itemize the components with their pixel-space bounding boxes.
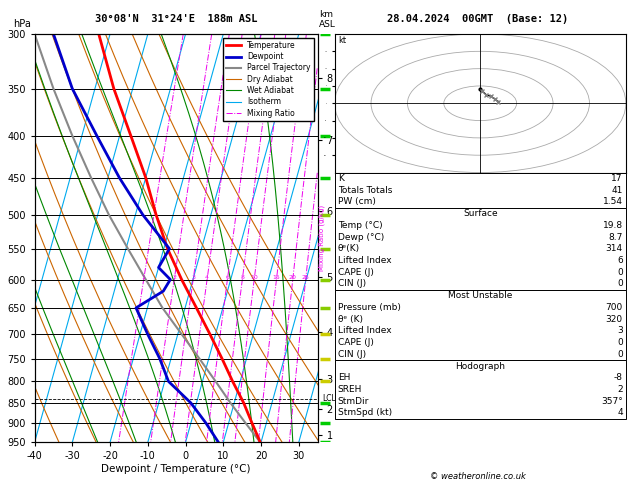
Text: 41: 41 [611,186,623,194]
Text: Temp (°C): Temp (°C) [338,221,382,230]
Text: 1: 1 [142,275,146,279]
Text: 2: 2 [617,385,623,394]
Text: CAPE (J): CAPE (J) [338,268,374,277]
Text: LCL: LCL [322,394,335,403]
Text: 15: 15 [272,275,281,279]
Text: -8: -8 [614,373,623,382]
Text: 19.8: 19.8 [603,221,623,230]
Text: Hodograph: Hodograph [455,362,505,370]
Text: 20: 20 [289,275,297,279]
Text: SREH: SREH [338,385,362,394]
Text: 4: 4 [205,275,209,279]
Text: Pressure (mb): Pressure (mb) [338,303,401,312]
Text: 8: 8 [240,275,244,279]
Text: 357°: 357° [601,397,623,406]
Text: Lifted Index: Lifted Index [338,256,391,265]
Text: CAPE (J): CAPE (J) [338,338,374,347]
Text: 10: 10 [250,275,258,279]
Text: 320: 320 [606,314,623,324]
Text: 314: 314 [606,244,623,253]
Text: 6: 6 [617,256,623,265]
Text: Most Unstable: Most Unstable [448,291,513,300]
Text: 4: 4 [617,408,623,417]
Legend: Temperature, Dewpoint, Parcel Trajectory, Dry Adiabat, Wet Adiabat, Isotherm, Mi: Temperature, Dewpoint, Parcel Trajectory… [223,38,314,121]
Text: 0: 0 [617,350,623,359]
Text: 3: 3 [191,275,195,279]
Text: 0: 0 [617,338,623,347]
Text: 0: 0 [617,268,623,277]
Text: © weatheronline.co.uk: © weatheronline.co.uk [430,472,526,481]
Text: EH: EH [338,373,350,382]
Text: 2: 2 [172,275,176,279]
Text: 25: 25 [302,275,309,279]
Text: kt: kt [338,36,347,45]
X-axis label: Dewpoint / Temperature (°C): Dewpoint / Temperature (°C) [101,464,251,474]
Text: PW (cm): PW (cm) [338,197,376,207]
Text: 1.54: 1.54 [603,197,623,207]
Text: 6: 6 [225,275,230,279]
Text: Lifted Index: Lifted Index [338,327,391,335]
Text: StmDir: StmDir [338,397,369,406]
Text: 700: 700 [606,303,623,312]
Text: θᵉ (K): θᵉ (K) [338,314,363,324]
Text: K: K [338,174,343,183]
Text: θᵉ(K): θᵉ(K) [338,244,360,253]
Text: Mixing Ratio (g/kg): Mixing Ratio (g/kg) [318,205,325,271]
Text: StmSpd (kt): StmSpd (kt) [338,408,392,417]
Text: 17: 17 [611,174,623,183]
Text: Totals Totals: Totals Totals [338,186,392,194]
Text: hPa: hPa [14,19,31,29]
Text: 8.7: 8.7 [608,232,623,242]
Text: 3: 3 [617,327,623,335]
Text: 28.04.2024  00GMT  (Base: 12): 28.04.2024 00GMT (Base: 12) [387,14,569,24]
Text: 30°08'N  31°24'E  188m ASL: 30°08'N 31°24'E 188m ASL [95,14,257,24]
Text: CIN (J): CIN (J) [338,279,366,288]
Text: Dewp (°C): Dewp (°C) [338,232,384,242]
Text: Surface: Surface [463,209,498,218]
Text: 0: 0 [617,279,623,288]
Text: km
ASL: km ASL [319,10,336,29]
Text: CIN (J): CIN (J) [338,350,366,359]
